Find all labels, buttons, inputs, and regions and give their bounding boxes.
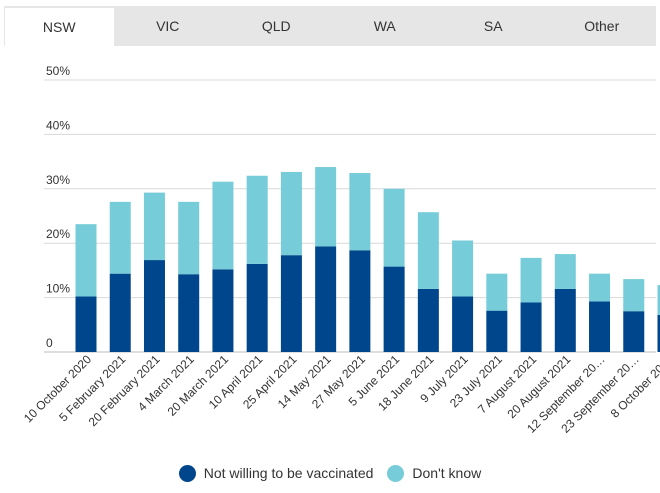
tab-wa[interactable]: WA [373,18,396,34]
bar-not-willing [280,255,302,352]
bar-not-willing [349,250,371,352]
bar-not-willing [452,296,474,352]
legend-swatch-dont-know [387,464,405,482]
bar-dont-know [486,273,508,311]
legend-label-not-willing: Not willing to be vaccinated [203,465,374,481]
bar-not-willing [589,301,611,352]
y-tick-label: 10% [46,282,70,296]
tab-sa[interactable]: SA [483,18,503,34]
bar-not-willing [486,310,508,352]
bar-dont-know [212,181,234,270]
bar-dont-know [349,173,371,251]
bar-not-willing [417,288,439,352]
bar-not-willing [246,263,268,352]
bar-dont-know [554,254,576,289]
y-tick-label: 20% [46,227,70,241]
legend-item-dont-know[interactable]: Don't know [387,464,482,482]
bar-dont-know [315,167,337,247]
bar-not-willing [520,302,542,352]
bar-dont-know [246,175,268,264]
tab-other[interactable]: Other [584,18,620,34]
bar-dont-know [383,188,405,267]
tab-vic[interactable]: VIC [156,18,180,34]
legend-label-dont-know: Don't know [412,465,482,481]
bar-dont-know [178,201,200,275]
bar-not-willing [212,269,234,352]
bar-not-willing [143,260,165,352]
bar-dont-know [520,257,542,303]
bar-dont-know [623,279,645,312]
bar-not-willing [623,311,645,352]
legend-item-not-willing[interactable]: Not willing to be vaccinated [178,464,374,482]
bar-not-willing [109,273,131,352]
bar-dont-know [143,192,165,261]
y-tick-label: 50% [46,64,70,78]
tab-nsw[interactable]: NSW [4,6,114,46]
bar-not-willing [657,315,660,352]
tab-qld[interactable]: QLD [261,18,291,34]
legend-swatch-not-willing [178,464,196,482]
bar-dont-know [109,201,131,274]
y-tick-label: 30% [46,173,70,187]
bar-dont-know [452,240,474,297]
bar-not-willing [315,246,337,352]
y-tick-label: 0 [46,336,53,350]
bar-not-willing [178,274,200,352]
bar-dont-know [589,273,611,302]
bar-dont-know [75,224,97,297]
bar-not-willing [75,296,97,352]
state-tabs: NSW VIC QLD WA SA Other [4,6,656,46]
y-tick-label: 40% [46,118,70,132]
bar-dont-know [280,171,302,256]
bar-not-willing [554,288,576,352]
bar-dont-know [657,285,660,316]
bar-not-willing [383,266,405,352]
bar-dont-know [417,212,439,289]
chart-legend: Not willing to be vaccinated Don't know [0,462,660,484]
